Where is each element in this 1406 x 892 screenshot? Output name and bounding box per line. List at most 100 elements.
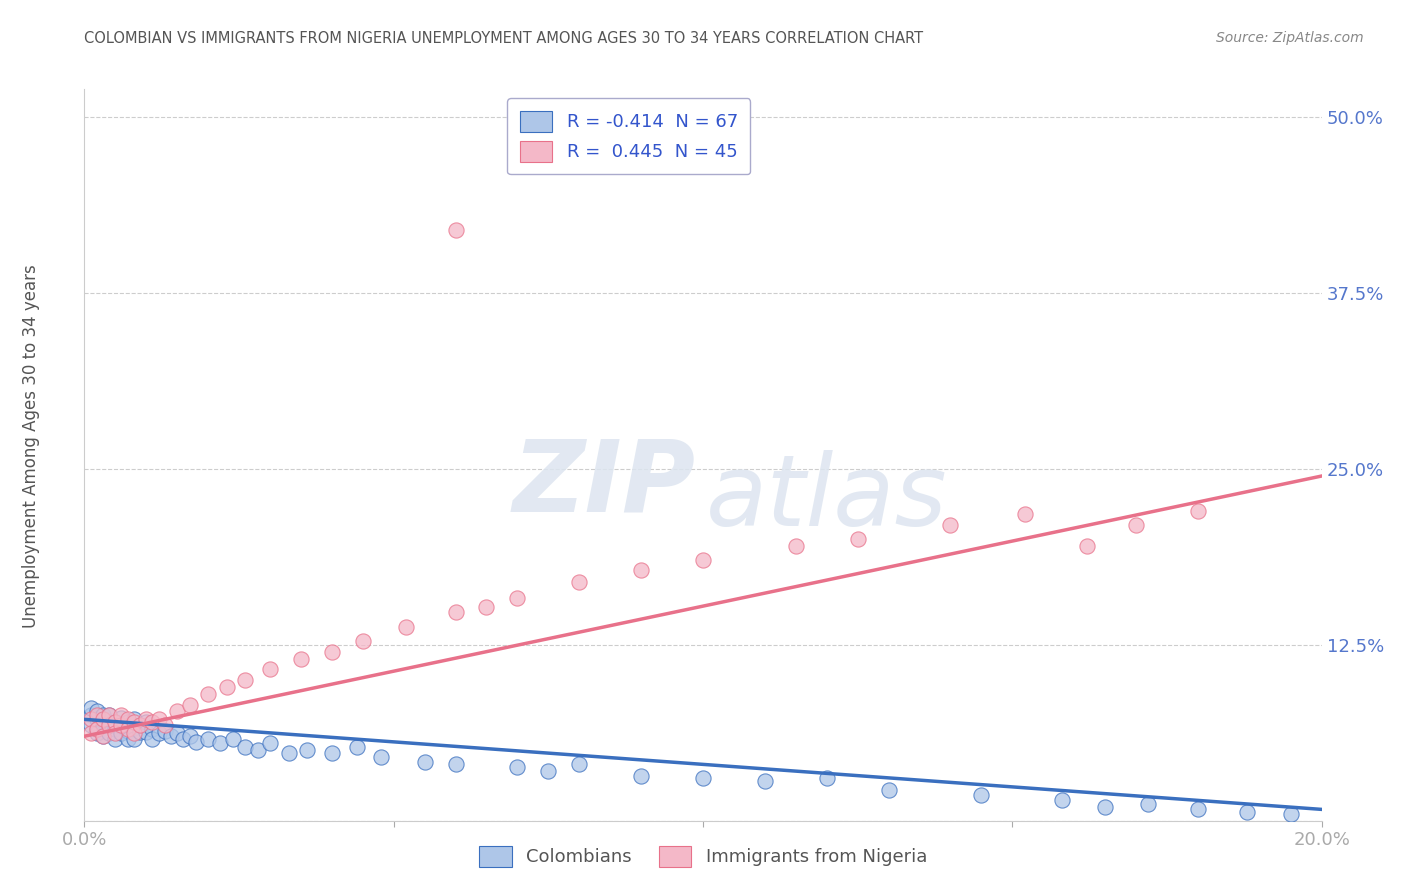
Point <box>246 743 269 757</box>
Point <box>104 726 127 740</box>
Point <box>1137 797 1160 811</box>
Text: COLOMBIAN VS IMMIGRANTS FROM NIGERIA UNEMPLOYMENT AMONG AGES 30 TO 34 YEARS CORR: COLOMBIAN VS IMMIGRANTS FROM NIGERIA UNE… <box>84 31 924 46</box>
Point <box>86 723 108 737</box>
Point <box>277 746 299 760</box>
Point <box>1187 504 1209 518</box>
Point <box>117 723 139 738</box>
Point <box>98 708 121 723</box>
Point <box>1014 507 1036 521</box>
Point <box>117 732 139 747</box>
Point <box>444 223 467 237</box>
Point <box>290 652 312 666</box>
Point <box>754 774 776 789</box>
Point <box>568 574 591 589</box>
Point <box>1279 806 1302 821</box>
Point <box>110 719 132 733</box>
Point <box>104 715 127 730</box>
Point <box>79 701 101 715</box>
Point <box>129 718 152 732</box>
Point <box>122 721 145 735</box>
Point <box>79 718 101 732</box>
Point <box>1076 539 1098 553</box>
Point <box>86 704 108 718</box>
Point <box>475 599 498 614</box>
Point <box>209 736 232 750</box>
Point <box>122 715 145 730</box>
Point <box>91 729 114 743</box>
Point <box>79 712 101 726</box>
Point <box>222 732 245 747</box>
Point <box>444 606 467 620</box>
Point <box>233 740 256 755</box>
Point <box>110 711 132 725</box>
Point <box>135 712 157 726</box>
Point <box>1236 805 1258 820</box>
Point <box>259 662 281 676</box>
Point <box>86 723 108 737</box>
Point <box>98 708 121 723</box>
Text: ZIP: ZIP <box>513 435 696 533</box>
Point <box>970 789 993 803</box>
Point <box>91 708 114 723</box>
Point <box>172 732 194 747</box>
Point <box>184 735 207 749</box>
Point <box>117 723 139 737</box>
Point <box>630 769 652 783</box>
Point <box>692 772 714 786</box>
Point <box>148 726 170 740</box>
Text: Source: ZipAtlas.com: Source: ZipAtlas.com <box>1216 31 1364 45</box>
Point <box>630 563 652 577</box>
Point <box>295 743 318 757</box>
Point <box>135 715 157 730</box>
Point <box>110 708 132 723</box>
Point <box>135 725 157 739</box>
Point <box>160 729 183 743</box>
Point <box>91 729 114 743</box>
Point <box>215 680 238 694</box>
Point <box>98 726 121 740</box>
Point <box>129 725 152 739</box>
Point <box>91 712 114 726</box>
Point <box>141 723 163 737</box>
Point <box>370 750 392 764</box>
Point <box>537 764 560 779</box>
Point <box>79 726 101 740</box>
Point <box>104 732 127 747</box>
Point <box>98 718 121 732</box>
Point <box>104 715 127 730</box>
Point <box>1187 802 1209 816</box>
Point <box>104 723 127 737</box>
Point <box>197 732 219 747</box>
Point <box>166 726 188 740</box>
Point <box>259 736 281 750</box>
Point <box>197 687 219 701</box>
Point <box>846 533 869 547</box>
Point <box>568 757 591 772</box>
Point <box>179 729 201 743</box>
Point <box>117 712 139 726</box>
Point <box>815 772 838 786</box>
Point <box>110 726 132 740</box>
Point <box>153 723 176 738</box>
Point <box>91 718 114 732</box>
Point <box>1050 792 1073 806</box>
Point <box>506 591 529 606</box>
Point <box>117 715 139 730</box>
Point <box>395 619 418 633</box>
Point <box>444 757 467 772</box>
Text: Unemployment Among Ages 30 to 34 years: Unemployment Among Ages 30 to 34 years <box>22 264 39 628</box>
Point <box>321 645 343 659</box>
Point <box>413 755 436 769</box>
Point <box>79 708 101 723</box>
Point <box>122 732 145 747</box>
Point <box>179 698 201 713</box>
Point <box>122 712 145 726</box>
Point <box>86 726 108 740</box>
Point <box>91 714 114 728</box>
Text: atlas: atlas <box>706 450 948 548</box>
Point <box>98 718 121 732</box>
Point <box>1094 799 1116 814</box>
Legend: Colombians, Immigrants from Nigeria: Colombians, Immigrants from Nigeria <box>468 835 938 878</box>
Point <box>506 760 529 774</box>
Point <box>939 518 962 533</box>
